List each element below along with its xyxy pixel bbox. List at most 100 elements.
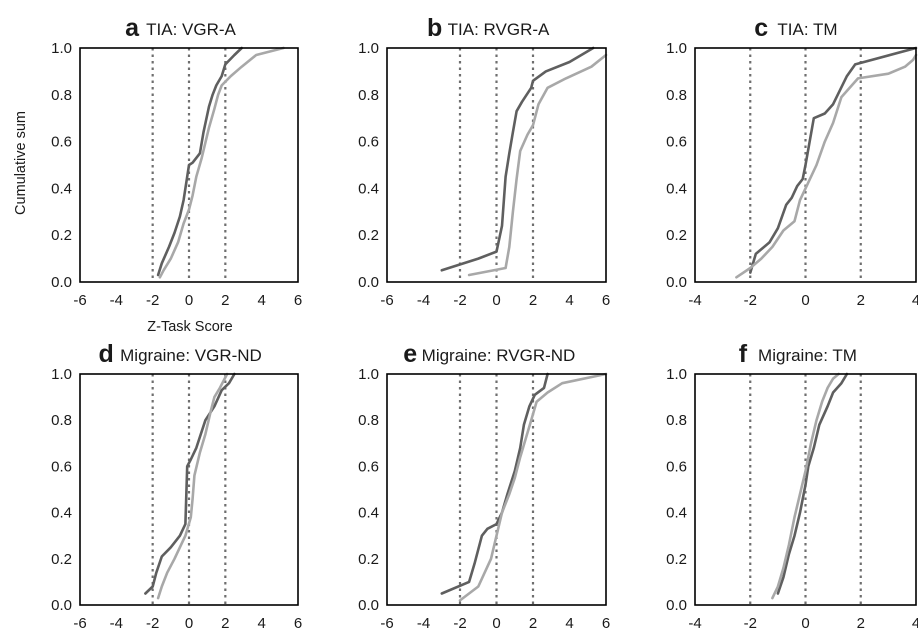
y-tick-label: 0.0 <box>51 597 72 614</box>
x-tick-label: -4 <box>110 292 123 309</box>
x-tick-label: -2 <box>146 292 159 309</box>
y-tick-label: 1.0 <box>51 40 72 57</box>
x-tick-label: 4 <box>565 615 573 632</box>
panel-letter: f <box>739 340 748 368</box>
y-tick-label: 1.0 <box>358 40 379 57</box>
panel-title: Migraine: RVGR-ND <box>422 346 576 365</box>
series-line-dark <box>156 46 243 277</box>
x-tick-label: 6 <box>294 292 302 309</box>
plot-frame <box>79 47 299 283</box>
y-tick-label: 1.0 <box>51 366 72 383</box>
y-axis-label: Cumulative sum <box>13 111 29 215</box>
y-tick-label: 1.0 <box>666 366 687 383</box>
x-tick-label: 0 <box>801 615 809 632</box>
series-line-light <box>156 372 229 600</box>
x-tick-label: -2 <box>744 615 757 632</box>
x-tick-label: -4 <box>417 615 430 632</box>
x-tick-label: -2 <box>744 292 757 309</box>
y-tick-label: 0.0 <box>666 274 687 291</box>
y-tick-label: 1.0 <box>666 40 687 57</box>
plot-frame <box>386 47 607 283</box>
series-line-dark <box>776 372 849 595</box>
y-tick-label: 0.8 <box>51 412 72 429</box>
y-tick-label: 0.4 <box>358 505 379 522</box>
series-line-dark <box>748 46 918 274</box>
y-tick-label: 0.2 <box>51 227 72 244</box>
y-tick-label: 0.4 <box>666 505 687 522</box>
x-tick-label: 4 <box>257 615 265 632</box>
y-tick-label: 0.6 <box>666 134 687 151</box>
panel-f: 0.0 0.2 0.4 0.6 0.8 1.0 -4 -2 0 2 4 Migraine: TM f <box>666 340 918 632</box>
y-tick-label: 0.8 <box>666 87 687 104</box>
x-tick-label: 0 <box>185 292 193 309</box>
x-tick-label: -4 <box>417 292 430 309</box>
x-tick-label: 0 <box>492 292 500 309</box>
y-tick-label: 0.6 <box>51 134 72 151</box>
plot-frame <box>694 47 917 283</box>
y-tick-label: 0.6 <box>358 458 379 475</box>
x-tick-label: 2 <box>529 292 537 309</box>
x-tick-label: 2 <box>529 615 537 632</box>
x-tick-label: 4 <box>912 615 918 632</box>
x-tick-label: 0 <box>185 615 193 632</box>
panel-letter: c <box>754 14 768 42</box>
panel-title: TIA: TM <box>777 20 837 39</box>
plot-frame <box>694 373 917 606</box>
x-tick-label: 0 <box>492 615 500 632</box>
panel-a: 0.0 0.2 0.4 0.6 0.8 1.0 -6 -4 -2 0 2 4 6 TIA: VGR-A a <box>51 14 302 309</box>
x-tick-label: 0 <box>801 292 809 309</box>
y-tick-label: 0.4 <box>51 180 72 197</box>
y-tick-label: 0.0 <box>358 597 379 614</box>
x-tick-label: 4 <box>565 292 573 309</box>
x-tick-label: -2 <box>146 615 159 632</box>
panel-title: Migraine: VGR-ND <box>120 346 262 365</box>
x-tick-label: 2 <box>221 292 229 309</box>
series-line-light <box>735 53 918 279</box>
y-tick-label: 0.2 <box>358 551 379 568</box>
panel-title: TIA: RVGR-A <box>448 20 550 39</box>
y-tick-label: 0.2 <box>51 551 72 568</box>
x-tick-label: -6 <box>380 292 393 309</box>
y-tick-label: 0.4 <box>666 180 687 197</box>
series-line-dark <box>144 372 236 595</box>
series-line-light <box>467 53 608 277</box>
y-tick-label: 0.6 <box>666 458 687 475</box>
y-tick-label: 0.8 <box>51 87 72 104</box>
x-tick-label: -4 <box>110 615 123 632</box>
plot-frame <box>386 373 607 606</box>
x-tick-label: 6 <box>602 292 610 309</box>
x-tick-label: -6 <box>73 292 86 309</box>
x-tick-label: 6 <box>602 615 610 632</box>
series-line-dark <box>440 46 595 272</box>
x-tick-label: -4 <box>688 615 701 632</box>
y-tick-label: 0.8 <box>358 87 379 104</box>
panel-letter: b <box>427 14 442 42</box>
panel-b: 0.0 0.2 0.4 0.6 0.8 1.0 -6 -4 -2 0 2 4 6 TIA: RVGR-A b <box>358 14 610 309</box>
x-tick-label: -2 <box>453 292 466 309</box>
series-line-light <box>158 46 285 279</box>
x-tick-label: -6 <box>380 615 393 632</box>
y-tick-label: 0.0 <box>666 597 687 614</box>
y-tick-label: 0.0 <box>51 274 72 291</box>
panel-letter: e <box>403 340 417 368</box>
x-axis-label: Z-Task Score <box>147 319 232 335</box>
x-tick-label: 4 <box>912 292 918 309</box>
x-tick-label: 6 <box>294 615 302 632</box>
y-tick-label: 0.6 <box>358 134 379 151</box>
panel-e: 0.0 0.2 0.4 0.6 0.8 1.0 -6 -4 -2 0 2 4 6 Migraine: RV… <box>358 340 610 632</box>
panel-letter: d <box>99 340 114 368</box>
panel-title: Migraine: TM <box>758 346 857 365</box>
y-tick-label: 0.2 <box>666 227 687 244</box>
y-tick-label: 0.4 <box>51 505 72 522</box>
x-tick-label: 2 <box>857 292 865 309</box>
series-line-light <box>771 372 840 600</box>
panel-letter: a <box>125 14 140 42</box>
series-line-dark <box>440 372 549 595</box>
y-tick-label: 0.8 <box>666 412 687 429</box>
y-tick-label: 0.0 <box>358 274 379 291</box>
x-tick-label: 2 <box>221 615 229 632</box>
panel-d: 0.0 0.2 0.4 0.6 0.8 1.0 -6 -4 -2 0 2 4 6 Migraine: VG… <box>51 340 302 632</box>
y-tick-label: 1.0 <box>358 366 379 383</box>
